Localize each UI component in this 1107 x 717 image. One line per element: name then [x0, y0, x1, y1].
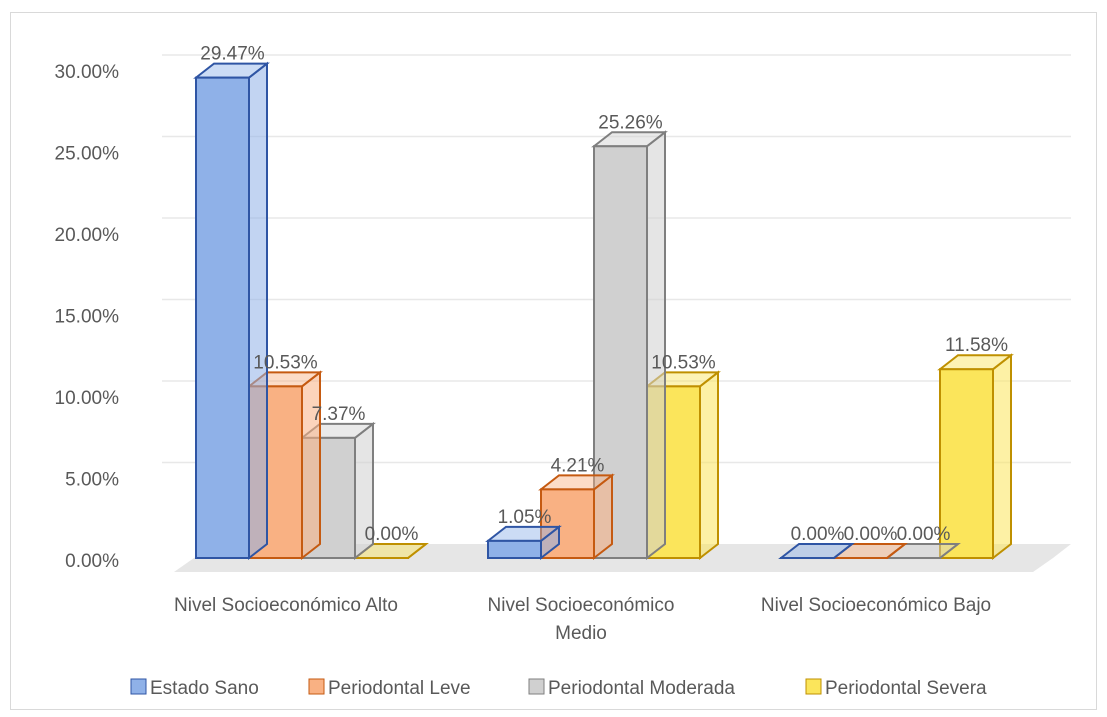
y-tick-label: 0.00% [65, 551, 119, 572]
bar-side [301, 370, 321, 561]
bar-side [248, 61, 268, 561]
bar-side [699, 370, 719, 561]
legend-swatch [308, 678, 325, 695]
bars-layer [193, 61, 1014, 561]
data-label: 25.26% [598, 112, 663, 133]
bar-2-1 [831, 543, 908, 560]
bar-1-0 [485, 524, 562, 561]
legend-item: Periodontal Moderada [528, 678, 735, 699]
bar-2-0 [778, 543, 855, 560]
legend-label: Estado Sano [150, 678, 259, 699]
y-axis-labels: 0.00% 5.00% 10.00% 15.00% 20.00% 25.00% 30.00% [55, 62, 120, 572]
x-category-line: Nivel Socioeconómico [488, 595, 675, 616]
chart-svg: 0.00% 5.00% 10.00% 15.00% 20.00% 25.00% 30.00%… [55, 44, 1071, 699]
legend-swatch [528, 678, 545, 695]
legend-label: Periodontal Moderada [548, 678, 735, 699]
data-label: 10.53% [651, 352, 716, 373]
y-tick-label: 10.00% [55, 388, 120, 409]
data-label: 11.58% [945, 335, 1008, 356]
bar-front [540, 488, 595, 560]
y-tick-label: 5.00% [65, 470, 119, 491]
legend-item: Periodontal Severa [805, 678, 987, 699]
y-tick-label: 15.00% [55, 307, 120, 328]
x-category-line: Nivel Socioeconómico Bajo [761, 595, 991, 616]
bar-2-3 [937, 353, 1014, 561]
bar-2-2 [884, 543, 961, 560]
chart-floor-front [174, 558, 1053, 572]
bar-side [992, 353, 1012, 561]
data-label: 0.00% [897, 524, 951, 545]
data-label: 10.53% [253, 352, 318, 373]
x-category-line: Nivel Socioeconómico Alto [174, 595, 398, 616]
y-tick-label: 20.00% [55, 225, 120, 246]
data-label: 7.37% [312, 404, 366, 425]
bar-0-0 [193, 61, 270, 561]
y-tick-label: 30.00% [55, 62, 120, 83]
x-axis-labels: Nivel Socioeconómico Alto Nivel Socioecon… [174, 595, 991, 644]
bar-1-2 [591, 130, 668, 561]
legend-label: Periodontal Leve [328, 678, 471, 699]
x-category-line: Medio [555, 623, 607, 644]
legend-swatch [130, 678, 147, 695]
data-label: 29.47% [200, 44, 265, 65]
bar-front [195, 76, 250, 559]
bar-front [939, 368, 994, 559]
bar-front [487, 539, 542, 560]
x-category-label: Nivel Socioeconómico Medio [488, 595, 675, 644]
data-label: 0.00% [791, 524, 845, 545]
legend-item: Estado Sano [130, 678, 259, 699]
bar-1-1 [538, 473, 615, 561]
data-label: 0.00% [844, 524, 898, 545]
legend-label: Periodontal Severa [825, 678, 987, 699]
bar-side [646, 130, 666, 561]
data-label: 4.21% [551, 455, 605, 476]
x-category-label: Nivel Socioeconómico Alto [174, 595, 398, 616]
legend-item: Periodontal Leve [308, 678, 471, 699]
data-label: 0.00% [365, 524, 419, 545]
legend-swatch [805, 678, 822, 695]
chart-frame: 0.00% 5.00% 10.00% 15.00% 20.00% 25.00% 30.00%… [10, 12, 1097, 710]
y-tick-label: 25.00% [55, 144, 120, 165]
data-label: 1.05% [498, 507, 552, 528]
legend: Estado Sano Periodontal Leve Periodontal M… [130, 678, 987, 699]
data-labels: 29.47% 1.05% 0.00% 10.53% 4.21% 0.00% 7.37% 25.… [200, 44, 1008, 545]
x-category-label: Nivel Socioeconómico Bajo [761, 595, 991, 616]
